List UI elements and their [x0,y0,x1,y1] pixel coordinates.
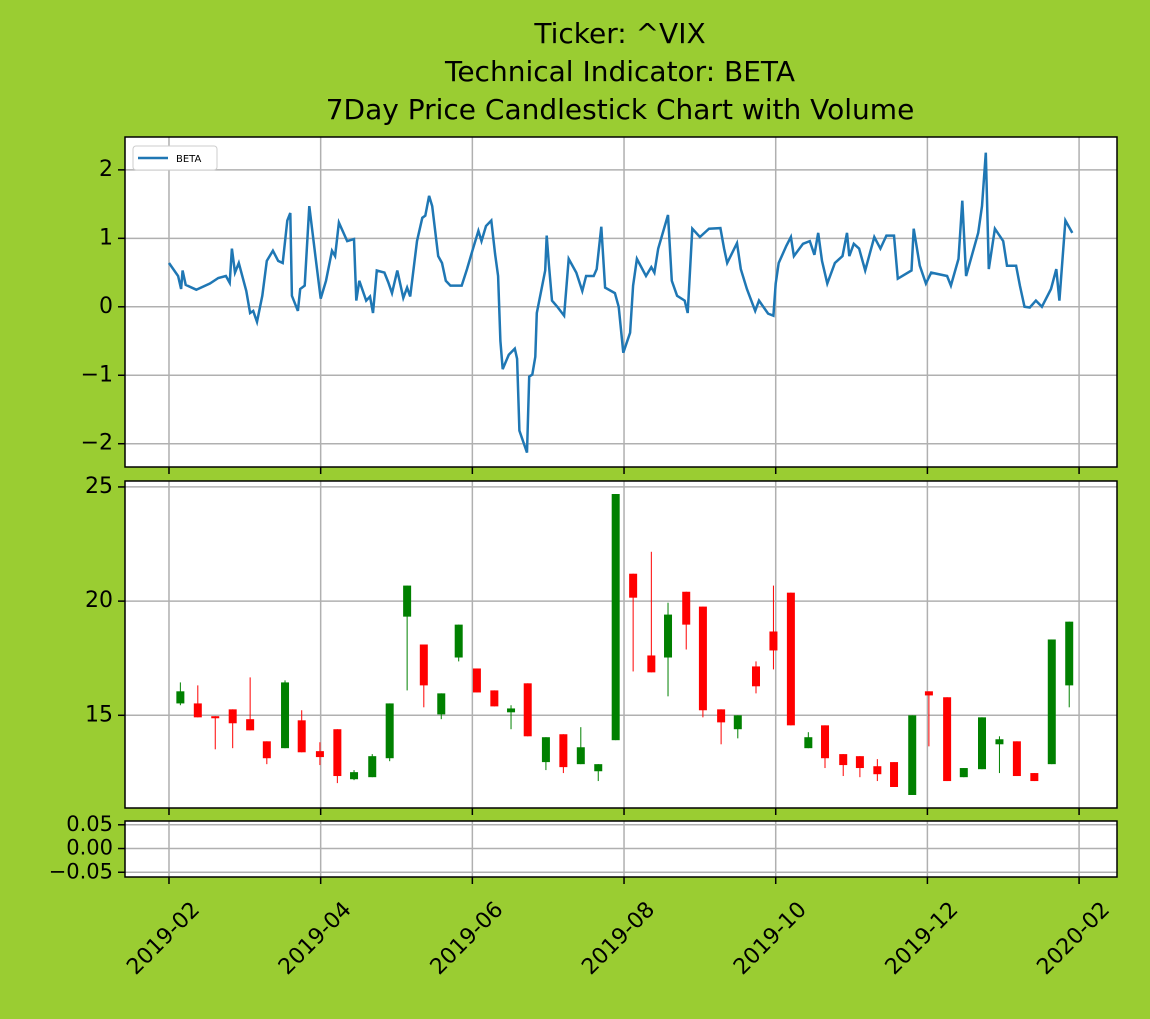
candle-body [403,585,412,617]
candle-body [751,666,760,687]
x-tick-label: 2019-12 [881,897,964,980]
candle-body [419,644,428,686]
candle-body [333,729,342,777]
candle-body [262,741,271,759]
candle-body [647,655,656,673]
legend-box [132,145,218,171]
candle-body [1030,773,1039,782]
candle-body [873,766,882,775]
candle-body [1012,741,1021,777]
plot-area [125,137,1117,467]
x-tick-label: 2020-02 [1032,897,1115,980]
candle-body [228,709,237,724]
candle-body [437,693,446,715]
candle-body [193,703,202,718]
candle-body [821,725,830,759]
candle-body [629,573,638,598]
candle-body [908,715,917,795]
candle-body [1065,621,1074,686]
y-tick-label: 1 [99,225,113,250]
plot-area [125,481,1117,808]
plot-frame [124,820,1118,878]
candle-body [246,719,255,731]
candle-body [541,737,550,763]
candle-body [804,737,813,749]
y-tick-label: 15 [85,702,113,727]
y-tick-label: −0.05 [49,859,113,883]
plot-frame [124,136,1118,468]
candle-body [786,592,795,726]
candle-body [594,764,603,772]
y-tick-label: 25 [85,474,113,499]
chart-title: Technical Indicator: BETA [444,55,795,88]
chart-title: Ticker: ^VIX [533,17,705,50]
candle-body [995,739,1004,745]
candle-body [682,591,691,625]
candle-body [924,691,933,696]
candle-body [698,606,707,711]
chart-title: 7Day Price Candlestick Chart with Volume [326,93,915,126]
x-tick-label: 2019-06 [426,897,509,980]
candle-body [664,614,673,658]
candle-body [297,720,306,753]
legend-label: BETA [176,154,202,165]
candle-body [890,762,899,787]
candle-body [315,751,324,758]
candle-body [507,708,516,713]
x-tick-label: 2019-04 [274,897,357,980]
candle-body [281,682,290,749]
candle-body [943,697,952,782]
candle-body [523,683,532,737]
candle-body [855,756,864,769]
candle-body [211,716,220,719]
x-tick-label: 2019-10 [729,897,812,980]
candle-body [769,631,778,651]
candle-body [733,715,742,730]
line-series [167,152,1074,454]
candle-body [385,703,394,759]
y-tick-label: 0.00 [66,836,113,860]
candle-body [368,756,377,778]
candle-body [559,734,568,768]
candle-body [839,754,848,766]
candle-body [978,717,987,770]
x-tick-label: 2019-08 [577,897,660,980]
y-tick-label: −2 [81,431,113,456]
candle-body [176,691,185,704]
x-tick-label: 2019-02 [122,897,205,980]
y-tick-label: −1 [81,362,113,387]
plot-frame [124,480,1118,809]
y-tick-label: 0.05 [66,812,113,836]
candle-body [959,768,968,778]
candle-body [454,624,463,658]
y-tick-label: 0 [99,294,113,319]
candle-body [472,668,481,693]
y-tick-label: 20 [85,588,113,613]
candle-body [611,494,620,741]
candle-body [350,772,359,780]
candle-body [717,709,726,723]
y-tick-label: 2 [99,157,113,182]
candle-body [1047,639,1056,765]
candle-body [576,747,585,765]
candle-body [490,690,499,707]
